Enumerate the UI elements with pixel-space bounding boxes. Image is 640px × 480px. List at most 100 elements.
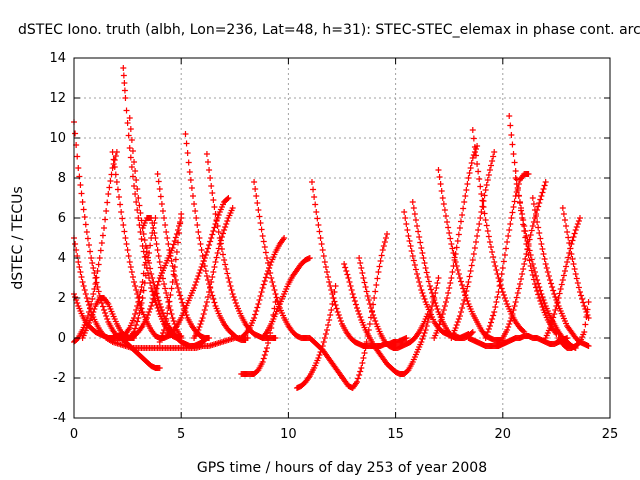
data-point xyxy=(580,299,587,306)
data-point xyxy=(155,178,162,185)
data-point xyxy=(320,339,327,345)
data-point xyxy=(215,212,222,218)
data-point xyxy=(119,215,126,222)
data-point xyxy=(326,317,333,323)
data-point xyxy=(434,280,441,286)
data-point xyxy=(459,282,466,288)
data-point xyxy=(501,295,508,301)
data-point xyxy=(158,201,165,207)
data-point xyxy=(159,208,166,214)
data-point xyxy=(493,267,500,273)
data-point xyxy=(196,235,203,241)
data-point xyxy=(126,145,133,151)
data-point xyxy=(500,258,507,265)
data-point xyxy=(379,247,386,253)
data-point xyxy=(163,229,170,235)
data-point xyxy=(484,329,491,335)
data-point xyxy=(77,182,84,188)
data-point xyxy=(167,292,174,298)
data-point xyxy=(102,310,109,316)
data-point xyxy=(82,221,89,228)
data-point xyxy=(463,187,470,193)
data-point xyxy=(315,355,322,361)
data-point xyxy=(158,333,165,339)
data-point xyxy=(419,336,426,342)
data-point xyxy=(473,152,479,159)
data-point xyxy=(211,224,218,231)
data-point xyxy=(469,155,476,161)
data-point xyxy=(195,229,202,235)
data-point xyxy=(155,278,162,285)
data-point xyxy=(183,140,190,147)
data-point xyxy=(501,252,508,258)
data-series xyxy=(448,149,498,341)
data-point xyxy=(471,245,478,251)
data-point xyxy=(551,311,558,317)
data-point xyxy=(220,251,227,258)
data-point xyxy=(84,235,91,242)
data-point xyxy=(506,227,513,233)
data-point xyxy=(575,340,582,346)
data-point xyxy=(548,280,555,287)
data-point xyxy=(88,255,95,261)
data-point xyxy=(101,225,108,231)
data-point xyxy=(446,230,453,236)
data-point xyxy=(471,144,478,150)
data-point xyxy=(541,300,548,306)
data-point xyxy=(485,233,492,240)
data-point xyxy=(520,328,527,334)
data-point xyxy=(320,253,327,259)
data-point xyxy=(156,259,163,265)
data-point xyxy=(465,279,472,285)
data-point xyxy=(514,187,521,193)
data-point xyxy=(167,253,174,259)
data-point xyxy=(328,307,335,313)
data-point xyxy=(322,264,329,270)
data-point xyxy=(336,315,343,321)
data-point xyxy=(474,233,481,239)
data-point xyxy=(88,301,95,307)
data-point xyxy=(350,294,357,301)
data-point xyxy=(469,329,476,335)
x-tick-label: 10 xyxy=(280,427,297,442)
data-point xyxy=(490,254,497,260)
data-point xyxy=(582,321,589,328)
data-point xyxy=(143,249,150,255)
data-point xyxy=(226,279,233,285)
data-point xyxy=(436,174,443,180)
data-point xyxy=(488,162,495,169)
data-point xyxy=(512,299,519,305)
data-point xyxy=(488,319,495,326)
data-point xyxy=(72,241,79,247)
data-point xyxy=(356,311,363,317)
data-point xyxy=(437,318,444,324)
data-point xyxy=(197,241,204,247)
data-point xyxy=(148,271,155,277)
data-point xyxy=(84,313,91,319)
data-point xyxy=(565,234,572,241)
data-point xyxy=(536,295,543,301)
data-point xyxy=(477,215,484,221)
data-point xyxy=(584,306,591,313)
data-point xyxy=(256,297,263,303)
data-point xyxy=(555,295,562,301)
data-point xyxy=(361,350,368,356)
data-point xyxy=(447,235,454,242)
data-point xyxy=(207,238,214,245)
chart-title: dSTEC Iono. truth (albh, Lon=236, Lat=48… xyxy=(18,22,640,38)
data-point xyxy=(163,290,170,296)
data-point xyxy=(169,245,176,251)
data-point xyxy=(138,284,145,290)
data-point xyxy=(129,173,136,180)
data-point xyxy=(342,264,349,271)
data-point xyxy=(357,314,364,320)
data-point xyxy=(544,269,551,275)
data-point xyxy=(125,132,132,139)
data-point xyxy=(420,333,427,339)
data-point xyxy=(210,228,217,234)
data-point xyxy=(188,185,195,191)
data-point xyxy=(343,268,350,274)
data-point xyxy=(412,217,419,223)
data-point xyxy=(259,285,266,291)
data-point xyxy=(575,218,582,224)
